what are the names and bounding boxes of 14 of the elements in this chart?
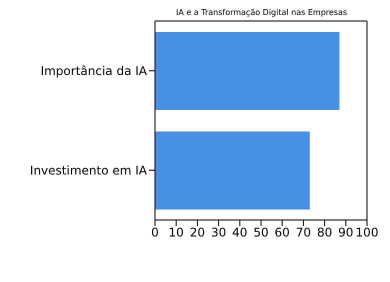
x-tick-label: 10 [168, 226, 184, 240]
x-tick-label: 90 [338, 226, 354, 240]
x-tick-label: 50 [253, 226, 269, 240]
x-tick-label: 30 [210, 226, 226, 240]
x-tick-label: 0 [151, 226, 159, 240]
chart-title: IA e a Transformação Digital nas Empresas [174, 8, 348, 17]
x-tick-label: 20 [190, 226, 206, 240]
x-tick-label: 70 [296, 226, 312, 240]
y-tick-label: Importância da IA [40, 64, 148, 78]
x-tick-label: 60 [274, 226, 290, 240]
x-tick-label: 100 [356, 226, 378, 240]
y-tick-label: Investimento em IA [30, 164, 148, 178]
x-tick-label: 80 [316, 226, 332, 240]
x-tick-label: 40 [232, 226, 248, 240]
